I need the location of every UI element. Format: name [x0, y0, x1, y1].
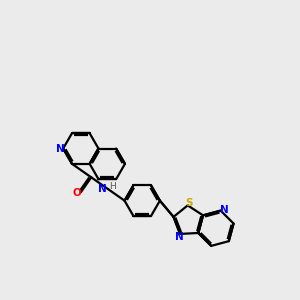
Text: N: N	[175, 232, 184, 242]
Text: N: N	[98, 184, 107, 194]
Text: O: O	[72, 188, 81, 198]
Text: N: N	[220, 205, 229, 215]
Text: S: S	[185, 198, 193, 208]
Text: N: N	[56, 143, 64, 154]
Text: H: H	[109, 182, 116, 191]
